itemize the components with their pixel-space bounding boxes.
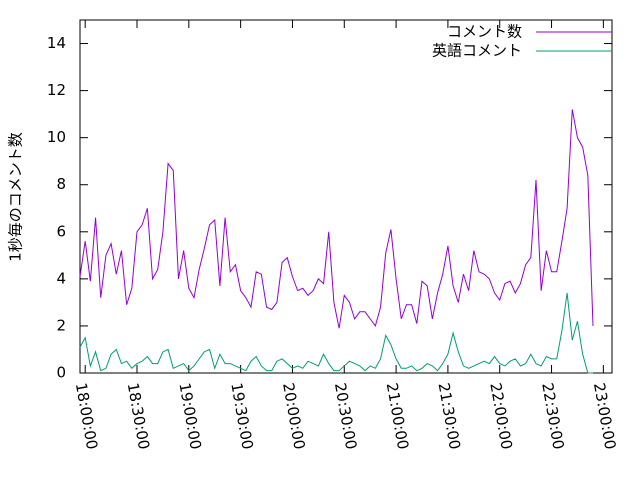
x-tick-label: 21:30:00: [435, 381, 464, 450]
x-tick-label: 20:30:00: [331, 381, 360, 450]
x-tick-label: 19:30:00: [227, 381, 256, 450]
y-tick-label: 2: [56, 316, 66, 334]
x-tick-label: 22:30:00: [538, 381, 567, 450]
y-tick-label: 12: [47, 81, 66, 99]
y-tick-label: 0: [56, 364, 66, 382]
x-tick-label: 23:00:00: [590, 381, 619, 450]
x-tick-label: 22:00:00: [486, 381, 515, 450]
y-tick-label: 6: [56, 222, 66, 240]
y-tick-label: 10: [47, 128, 66, 146]
y-tick-label: 4: [56, 269, 66, 287]
plot-frame: [79, 19, 613, 374]
x-tick-label: 19:00:00: [175, 381, 204, 450]
y-axis-label: 1秒毎のコメント数: [7, 132, 25, 262]
data-line: [79, 292, 593, 374]
x-tick-label: 21:00:00: [383, 381, 412, 450]
y-tick-label: 8: [56, 175, 66, 193]
x-tick-label: 18:30:00: [124, 381, 153, 450]
legend-label: 英語コメント: [432, 42, 522, 60]
legend-label: コメント数: [447, 23, 522, 41]
x-tick-label: 18:00:00: [72, 381, 101, 450]
data-line: [79, 109, 594, 329]
x-tick-label: 20:00:00: [279, 381, 308, 450]
y-tick-label: 14: [47, 34, 66, 52]
